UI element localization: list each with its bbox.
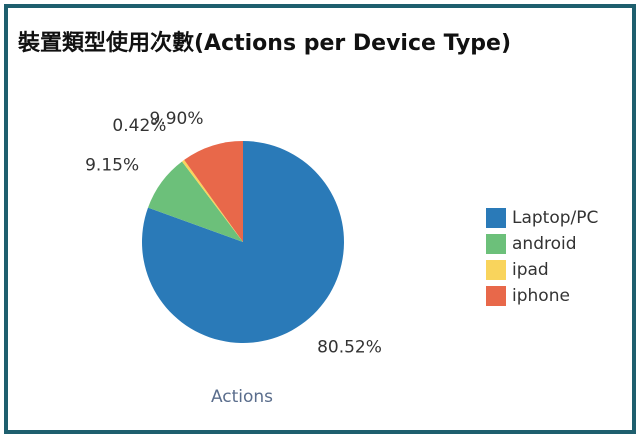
chart: Actions 80.52% 9.15% 0.42%9.90% Laptop/PC an…	[85, 109, 598, 407]
data-label: 9.90%	[150, 109, 204, 129]
data-label: 9.15%	[85, 155, 139, 175]
legend-swatch	[486, 234, 506, 254]
legend-swatch	[486, 260, 506, 280]
legend-label: iphone	[512, 286, 570, 306]
legend-swatch	[486, 208, 506, 228]
legend-label: android	[512, 234, 577, 254]
legend-label: ipad	[512, 260, 549, 280]
series-name: Actions	[211, 387, 273, 407]
pie-slice	[181, 159, 243, 242]
pie-slice	[184, 141, 243, 242]
legend-label: Laptop/PC	[512, 208, 598, 228]
pie-slice	[148, 161, 243, 242]
data-label: 80.52%	[317, 338, 382, 358]
data-label: 0.42%	[112, 116, 166, 136]
legend-swatch	[486, 286, 506, 306]
chart-title: 裝置類型使用次數(Actions per Device Type)	[18, 31, 512, 56]
